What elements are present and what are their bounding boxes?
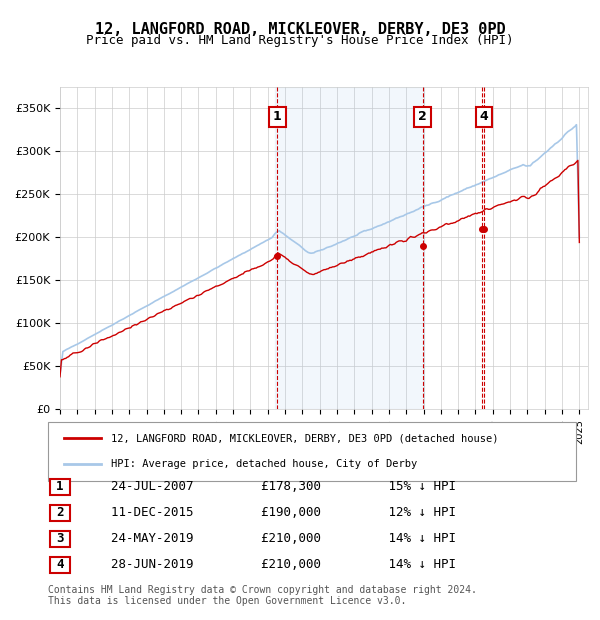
Text: 4: 4: [479, 110, 488, 123]
FancyBboxPatch shape: [48, 422, 576, 480]
Bar: [275, 87, 424, 409]
Text: 2: 2: [418, 110, 427, 123]
Text: 24-MAY-2019         £210,000         14% ↓ HPI: 24-MAY-2019 £210,000 14% ↓ HPI: [96, 533, 456, 545]
FancyBboxPatch shape: [50, 505, 70, 521]
Text: 24-JUL-2007         £178,300         15% ↓ HPI: 24-JUL-2007 £178,300 15% ↓ HPI: [96, 480, 456, 493]
Text: HPI: Average price, detached house, City of Derby: HPI: Average price, detached house, City…: [112, 459, 418, 469]
Text: 4: 4: [56, 559, 64, 571]
Text: 3: 3: [56, 533, 64, 545]
Text: 12, LANGFORD ROAD, MICKLEOVER, DERBY, DE3 0PD (detached house): 12, LANGFORD ROAD, MICKLEOVER, DERBY, DE…: [112, 433, 499, 443]
FancyBboxPatch shape: [50, 557, 70, 573]
FancyBboxPatch shape: [50, 531, 70, 547]
Text: 2: 2: [56, 507, 64, 519]
Text: 12, LANGFORD ROAD, MICKLEOVER, DERBY, DE3 0PD: 12, LANGFORD ROAD, MICKLEOVER, DERBY, DE…: [95, 22, 505, 37]
Text: Price paid vs. HM Land Registry's House Price Index (HPI): Price paid vs. HM Land Registry's House …: [86, 34, 514, 47]
FancyBboxPatch shape: [50, 479, 70, 495]
Text: 1: 1: [56, 480, 64, 493]
Text: Contains HM Land Registry data © Crown copyright and database right 2024.
This d: Contains HM Land Registry data © Crown c…: [48, 585, 477, 606]
Text: 28-JUN-2019         £210,000         14% ↓ HPI: 28-JUN-2019 £210,000 14% ↓ HPI: [96, 559, 456, 571]
Text: 11-DEC-2015         £190,000         12% ↓ HPI: 11-DEC-2015 £190,000 12% ↓ HPI: [96, 507, 456, 519]
Text: 1: 1: [273, 110, 282, 123]
